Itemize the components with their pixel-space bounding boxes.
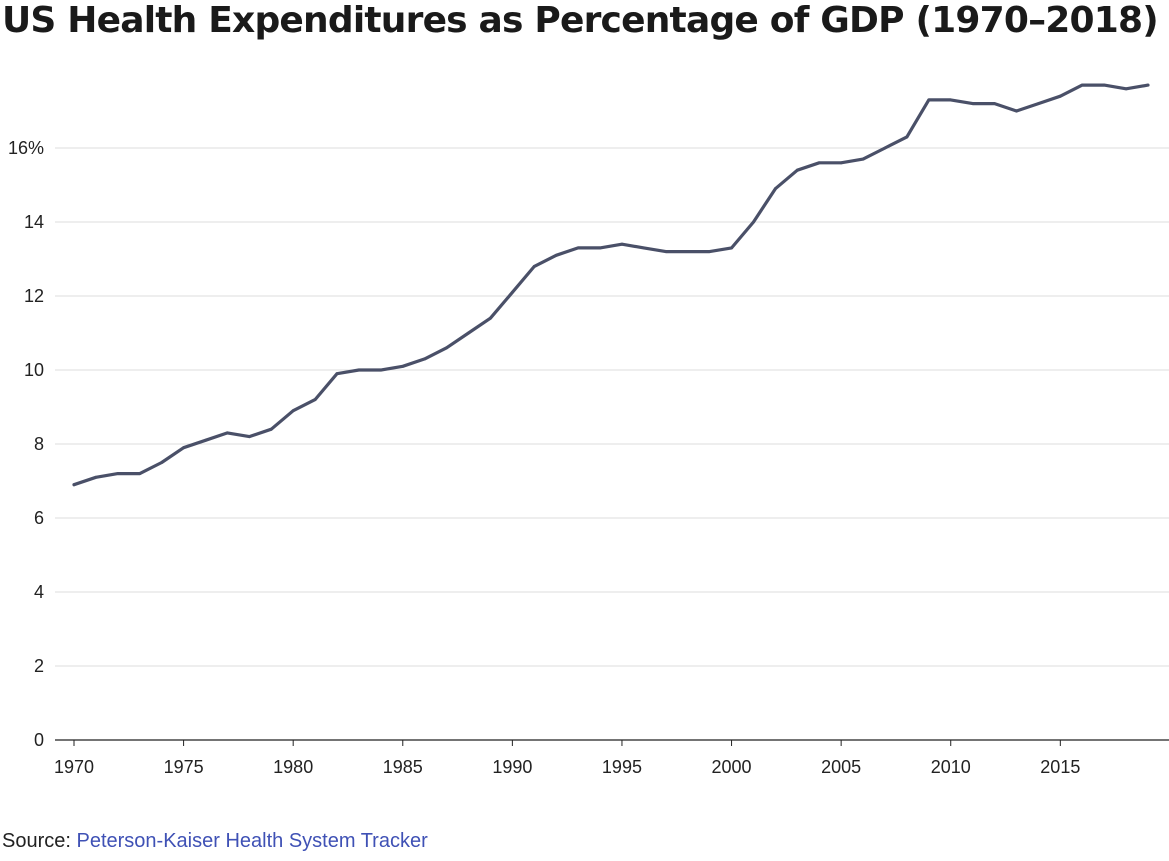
- data-point-1974: [160, 461, 164, 464]
- chart-title: US Health Expenditures as Percentage of …: [2, 0, 1159, 41]
- data-point-1978: [247, 435, 251, 438]
- source-link[interactable]: Peterson-Kaiser Health System Tracker: [76, 830, 428, 852]
- y-tick-label: 8: [34, 434, 44, 454]
- data-point-1996: [642, 246, 646, 250]
- data-point-2003: [795, 168, 799, 172]
- data-point-1983: [357, 368, 361, 372]
- data-point-2012: [993, 102, 996, 105]
- data-point-2013: [1015, 109, 1018, 113]
- data-point-1981: [313, 398, 317, 401]
- series-line: [72, 83, 1150, 487]
- data-point-1991: [532, 265, 536, 268]
- x-axis-ticks: 1970 1975 1980 1985 1990 1995 2000 2005 2010 2015: [54, 740, 1080, 777]
- data-point-2004: [817, 161, 821, 165]
- source-footer: Source: Peterson-Kaiser Health System Tr…: [2, 830, 428, 853]
- data-point-1982: [335, 372, 339, 376]
- x-tick-label: 1985: [383, 757, 423, 777]
- data-point-2009: [927, 98, 931, 102]
- data-point-1971: [94, 475, 98, 479]
- data-point-2010: [949, 98, 953, 102]
- x-tick-label: 2010: [931, 757, 971, 777]
- data-point-1977: [226, 431, 229, 435]
- data-point-1984: [379, 368, 383, 372]
- x-tick-label: 1990: [492, 757, 532, 777]
- y-tick-label: 16%: [8, 138, 44, 158]
- data-point-1979: [269, 427, 273, 431]
- data-point-1989: [489, 316, 492, 320]
- data-point-2008: [905, 135, 909, 139]
- data-point-2001: [752, 220, 755, 224]
- data-point-2016: [1080, 83, 1084, 87]
- data-point-1973: [138, 472, 142, 475]
- y-tick-label: 0: [34, 730, 44, 750]
- gridlines: [55, 147, 1169, 741]
- x-tick-label: 2015: [1040, 757, 1080, 777]
- data-point-1970: [72, 483, 76, 487]
- y-tick-label: 6: [34, 508, 44, 528]
- data-point-2014: [1037, 102, 1040, 105]
- x-tick-label: 1975: [164, 757, 204, 777]
- data-point-2007: [883, 146, 887, 150]
- data-point-1988: [467, 331, 470, 335]
- data-point-2015: [1058, 94, 1062, 98]
- data-point-1980: [291, 409, 295, 413]
- y-tick-label: 2: [34, 656, 44, 676]
- x-tick-label: 2000: [712, 757, 752, 777]
- data-point-1985: [401, 364, 405, 368]
- y-tick-label: 12: [24, 286, 44, 306]
- data-point-1994: [598, 246, 602, 250]
- data-point-1993: [576, 246, 580, 250]
- data-point-2011: [971, 102, 975, 105]
- data-point-1986: [423, 357, 427, 361]
- data-point-2005: [839, 161, 843, 165]
- data-point-1990: [511, 290, 514, 294]
- data-point-2018: [1124, 87, 1128, 91]
- data-point-1976: [204, 438, 207, 442]
- data-point-1975: [182, 446, 186, 450]
- x-tick-label: 2005: [821, 757, 861, 777]
- data-point-2000: [730, 246, 733, 250]
- data-point-1992: [554, 253, 558, 257]
- x-tick-label: 1995: [602, 757, 642, 777]
- data-point-1998: [686, 250, 690, 254]
- source-prefix: Source:: [2, 830, 71, 852]
- data-point-2006: [861, 157, 865, 161]
- data-point-2019: [1146, 83, 1150, 87]
- data-point-1997: [664, 250, 668, 254]
- y-axis-ticks: 0 2 4 6 8 10 12 14 16%: [8, 138, 44, 750]
- data-point-1972: [116, 472, 120, 475]
- data-point-2002: [774, 187, 777, 191]
- y-tick-label: 14: [24, 212, 44, 232]
- data-point-1999: [708, 250, 711, 254]
- data-point-2017: [1102, 83, 1106, 87]
- x-tick-label: 1970: [54, 757, 94, 777]
- x-tick-label: 1980: [273, 757, 313, 777]
- data-point-1987: [445, 346, 448, 350]
- data-point-1995: [620, 242, 624, 246]
- series-layer: [72, 83, 1150, 487]
- y-tick-label: 10: [24, 360, 44, 380]
- y-tick-label: 4: [34, 582, 44, 602]
